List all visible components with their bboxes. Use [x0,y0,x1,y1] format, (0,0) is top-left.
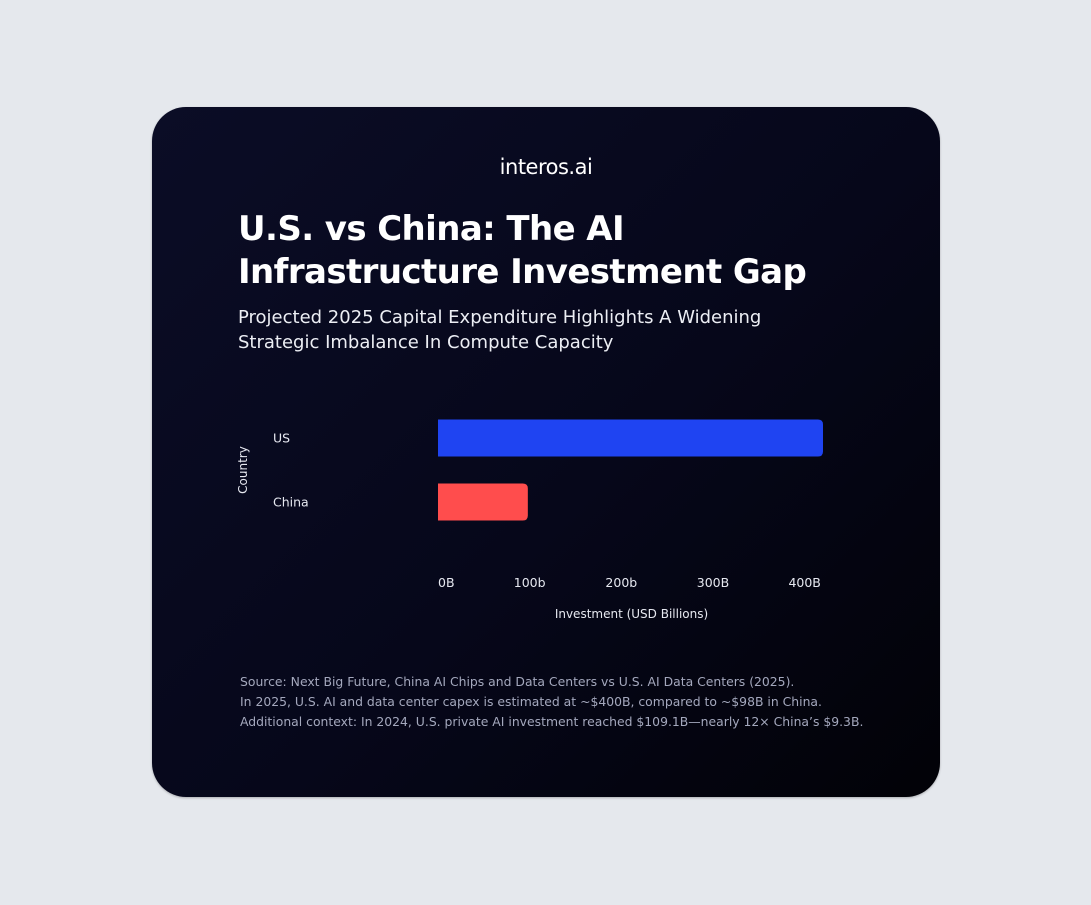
x-axis-label: Investment (USD Billions) [555,607,708,621]
bar-us [438,419,823,457]
chart-card: interos.ai U.S. vs China: The AI Infrast… [152,107,940,797]
bar-china [438,483,528,521]
x-tick-label: 400B [788,575,820,590]
brand-logo: interos.ai [499,155,593,179]
category-label-china: China [273,495,309,510]
source-notes: Source: Next Big Future, China AI Chips … [240,672,920,732]
page-subtitle: Projected 2025 Capital Expenditure Highl… [238,307,762,353]
source-line: In 2025, U.S. AI and data center capex i… [240,694,822,709]
x-tick-label: 200b [605,575,637,590]
category-label-us: US [273,431,290,446]
y-axis-label: Country [236,446,250,494]
source-line: Additional context: In 2024, U.S. privat… [240,714,864,729]
page-title: U.S. vs China: The AI Infrastructure Inv… [238,209,807,292]
x-tick-label: 100b [514,575,546,590]
bar-chart: US China 0B 100b 200b 300B 400B Investment (USD… [236,419,823,621]
x-tick-label: 0B [438,575,455,590]
source-line: Source: Next Big Future, China AI Chips … [240,674,795,689]
x-tick-label: 300B [697,575,729,590]
